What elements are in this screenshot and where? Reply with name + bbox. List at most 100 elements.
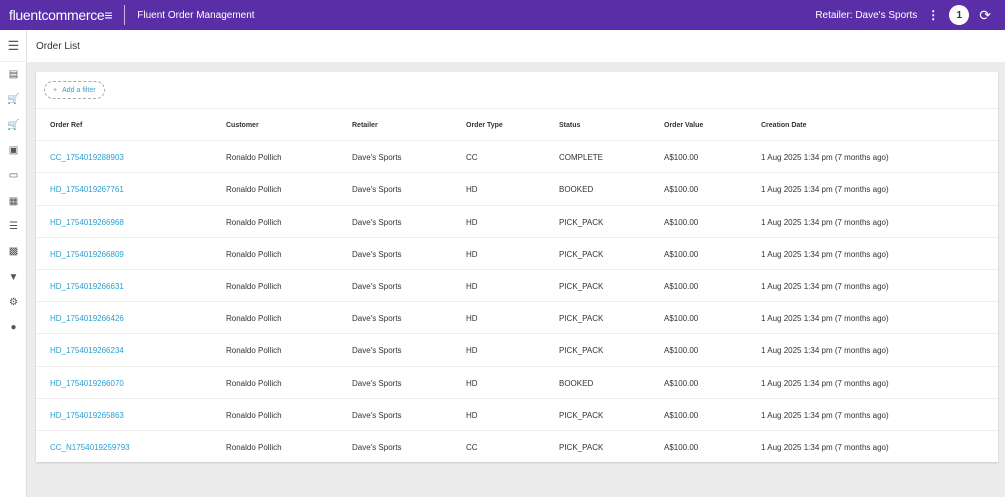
order-type: HD — [466, 346, 478, 356]
creation-date: 1 Aug 2025 1:34 pm (7 months ago) — [761, 378, 889, 388]
order-value: A$100.00 — [664, 346, 699, 356]
order-type: HD — [466, 378, 478, 388]
dashboard-icon[interactable]: ▦ — [8, 195, 19, 207]
order-ref-link[interactable]: HD_1754019266631 — [50, 281, 124, 291]
lightbulb-icon[interactable]: ● — [10, 322, 17, 334]
creation-date: 1 Aug 2025 1:34 pm (7 months ago) — [761, 410, 889, 420]
status: PICK_PACK — [559, 249, 604, 259]
creation-date: 1 Aug 2025 1:34 pm (7 months ago) — [761, 217, 889, 227]
retailer: Dave's Sports — [352, 281, 402, 291]
status: PICK_PACK — [559, 314, 604, 324]
creation-date: 1 Aug 2025 1:34 pm (7 months ago) — [761, 153, 889, 163]
order-ref-link[interactable]: HD_1754019266426 — [50, 314, 124, 324]
order-value: A$100.00 — [664, 442, 699, 452]
order-ref-link[interactable]: HD_1754019266234 — [50, 346, 124, 356]
retailer: Dave's Sports — [352, 217, 402, 227]
order-type: HD — [466, 185, 478, 195]
order-ref-link[interactable]: HD_1754019266070 — [50, 378, 124, 388]
add-filter-button[interactable]: + Add a filter — [44, 81, 105, 99]
order-value: A$100.00 — [664, 217, 699, 227]
header-order-type[interactable]: Order Type — [466, 122, 503, 129]
inventory-icon[interactable]: ▼ — [8, 271, 19, 283]
header-order-value[interactable]: Order Value — [664, 122, 704, 129]
header-order-ref[interactable]: Order Ref — [50, 122, 83, 129]
retailer: Dave's Sports — [352, 378, 402, 388]
order-ref-link[interactable]: CC_1754019288903 — [50, 153, 124, 163]
creation-date: 1 Aug 2025 1:34 pm (7 months ago) — [761, 185, 889, 195]
sidebar: ☰ ▤ 🛒 🛒 ▣ ▭ ▦ ☰ ▩ ▼ ⚙ ● — [0, 30, 27, 497]
creation-date: 1 Aug 2025 1:34 pm (7 months ago) — [761, 442, 889, 452]
retailer: Dave's Sports — [352, 410, 402, 420]
customer: Ronaldo Pollich — [226, 153, 282, 163]
status: PICK_PACK — [559, 217, 604, 227]
order-value: A$100.00 — [664, 378, 699, 388]
location-icon[interactable]: ▩ — [8, 246, 19, 258]
table-header: Order Ref Customer Retailer Order Type S… — [36, 108, 998, 140]
order-table: Order Ref Customer Retailer Order Type S… — [36, 108, 998, 462]
card-icon[interactable]: ▭ — [8, 170, 19, 182]
status: COMPLETE — [559, 153, 604, 163]
customer: Ronaldo Pollich — [226, 442, 282, 452]
status: PICK_PACK — [559, 346, 604, 356]
table-row[interactable]: HD_1754019266426 Ronaldo Pollich Dave's Sp… — [36, 301, 998, 333]
logo-lines-icon: ≡ — [104, 7, 113, 23]
hamburger-menu-icon[interactable]: ☰ — [0, 30, 27, 62]
customer: Ronaldo Pollich — [226, 314, 282, 324]
order-icon[interactable]: 🛒 — [7, 94, 20, 106]
order-value: A$100.00 — [664, 281, 699, 291]
order-ref-link[interactable]: HD_1754019266968 — [50, 217, 124, 227]
creation-date: 1 Aug 2025 1:34 pm (7 months ago) — [761, 281, 889, 291]
customer: Ronaldo Pollich — [226, 378, 282, 388]
divider — [124, 5, 126, 25]
fluent-commerce-logo[interactable]: fluentcommerce≡ — [9, 7, 113, 23]
table-row[interactable]: HD_1754019266234 Ronaldo Pollich Dave's Sp… — [36, 333, 998, 365]
retailer: Dave's Sports — [352, 314, 402, 324]
order-value: A$100.00 — [664, 314, 699, 324]
retailer-selector[interactable]: Retailer: Dave's Sports — [815, 9, 918, 21]
creation-date: 1 Aug 2025 1:34 pm (7 months ago) — [761, 314, 889, 324]
order-ref-link[interactable]: CC_N1754019259793 — [50, 442, 130, 452]
cart-icon[interactable]: 🛒 — [7, 119, 20, 131]
retailer: Dave's Sports — [352, 346, 402, 356]
header-retailer[interactable]: Retailer — [352, 122, 378, 129]
top-bar: fluentcommerce≡ Fluent Order Management … — [0, 0, 1005, 30]
table-row[interactable]: HD_1754019266631 Ronaldo Pollich Dave's Sp… — [36, 268, 998, 301]
analytics-icon[interactable]: ▤ — [8, 69, 19, 81]
table-row[interactable]: CC_1754019288903 Ronaldo Pollich Dave's Sp… — [36, 140, 998, 172]
order-type: HD — [466, 249, 478, 259]
status: BOOKED — [559, 378, 594, 388]
table-row[interactable]: HD_1754019266070 Ronaldo Pollich Dave's Sp… — [36, 365, 998, 398]
table-row[interactable]: HD_1754019266968 Ronaldo Pollich Dave's Sp… — [36, 204, 998, 237]
list-icon[interactable]: ☰ — [9, 220, 18, 232]
order-value: A$100.00 — [664, 410, 699, 420]
order-ref-link[interactable]: HD_1754019266809 — [50, 249, 124, 259]
user-avatar[interactable]: 1 — [949, 5, 970, 25]
order-ref-link[interactable]: HD_1754019265863 — [50, 410, 124, 420]
order-ref-link[interactable]: HD_1754019267761 — [50, 185, 124, 195]
logo-text-a: fluent — [9, 7, 42, 23]
table-row[interactable]: CC_N1754019259793 Ronaldo Pollich Dave's S… — [36, 429, 998, 462]
header-creation-date[interactable]: Creation Date — [761, 122, 807, 129]
customer: Ronaldo Pollich — [226, 185, 282, 195]
status: PICK_PACK — [559, 442, 604, 452]
header-customer[interactable]: Customer — [226, 122, 259, 129]
order-type: CC — [466, 442, 478, 452]
fulfilment-icon[interactable]: ▣ — [8, 145, 19, 157]
retailer: Dave's Sports — [352, 442, 402, 452]
status: PICK_PACK — [559, 410, 604, 420]
customer: Ronaldo Pollich — [226, 346, 282, 356]
order-value: A$100.00 — [664, 153, 699, 163]
settings-icon[interactable]: ⚙ — [9, 296, 18, 308]
header-status[interactable]: Status — [559, 122, 581, 129]
status: PICK_PACK — [559, 281, 604, 291]
table-row[interactable]: HD_1754019265863 Ronaldo Pollich Dave's Sp… — [36, 397, 998, 430]
refresh-icon[interactable]: ⟳ — [979, 6, 991, 23]
order-list-card: + Add a filter Order Ref Customer Retaile… — [36, 72, 998, 462]
app-title: Fluent Order Management — [137, 9, 255, 21]
table-row[interactable]: HD_1754019267761 Ronaldo Pollich Dave's Sp… — [36, 172, 998, 204]
creation-date: 1 Aug 2025 1:34 pm (7 months ago) — [761, 346, 889, 356]
more-vert-icon[interactable]: ⋮ — [927, 8, 940, 22]
retailer: Dave's Sports — [352, 153, 402, 163]
creation-date: 1 Aug 2025 1:34 pm (7 months ago) — [761, 249, 889, 259]
table-row[interactable]: HD_1754019266809 Ronaldo Pollich Dave's Sp… — [36, 236, 998, 269]
